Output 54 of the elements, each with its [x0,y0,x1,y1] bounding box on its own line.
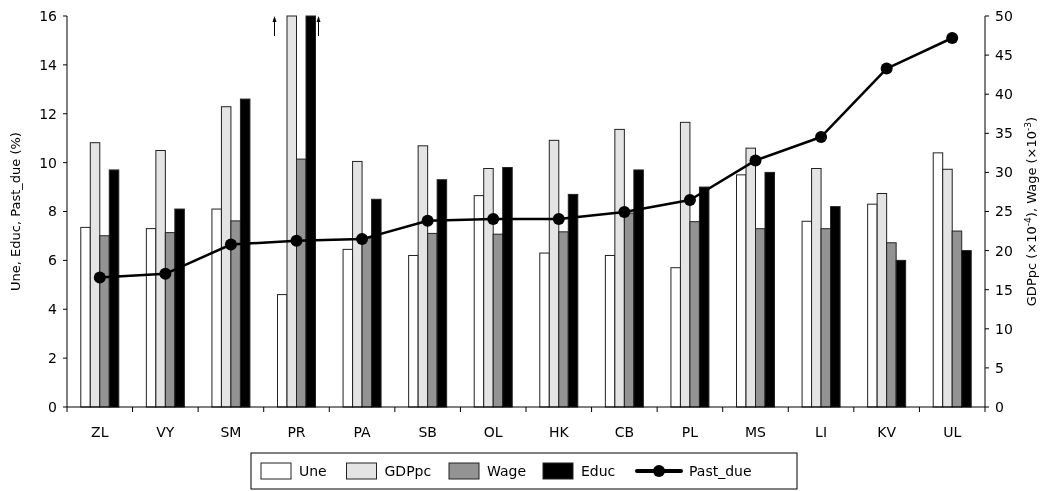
y-tick-label: 10 [39,154,57,171]
x-tick-label: VY [156,424,175,440]
y2-tick-label: 30 [995,164,1013,181]
point [552,213,565,226]
y2-tick-label: 0 [995,398,1004,415]
y2-tick-label: 25 [995,203,1013,220]
point [224,238,237,251]
point [93,271,106,284]
x-tick-label: PL [681,424,699,440]
y-tick-label: 2 [48,350,57,367]
point [946,31,959,44]
x-tick-label: SB [418,424,437,440]
x-tick-label: ZL [91,424,109,440]
x-tick-label: HK [548,424,570,440]
y2-tick-label: 45 [995,47,1013,63]
x-tick-label: PA [353,424,372,440]
y-tick-label: 8 [48,203,57,220]
y2-tick-label: 10 [995,320,1013,337]
x-tick-label: CB [614,424,635,440]
y-axis-title: Une, Educ, Past_due (%) [8,132,23,291]
y2-tick-label: 35 [995,125,1013,142]
point [815,130,828,143]
x-tick-label: KV [877,424,897,440]
point [421,214,434,227]
x-tick-label: PR [287,424,306,440]
y2-tick-label: 15 [995,281,1013,298]
y-tick-label: 6 [48,252,58,269]
y2-tick-label: 5 [995,359,1004,376]
y-tick-label: 0 [48,398,57,415]
point [683,194,696,207]
legend-label: GDPpc [384,462,432,479]
y2-tick-label: 50 [995,7,1013,24]
legend-label: Educ [581,462,616,479]
point [880,62,893,75]
x-tick-label: MS [745,424,767,440]
y-tick-label: 14 [39,56,58,73]
y2-tick-label: 20 [995,242,1013,259]
x-tick-label: LI [815,424,828,440]
point [356,233,369,246]
y-tick-label: 4 [48,301,58,318]
point [487,213,500,226]
legend-label: Wage [487,462,527,479]
x-tick-label: SM [220,424,242,440]
y-tick-label: 12 [39,105,57,122]
x-tick-label: UL [943,424,962,440]
legend-label: Past_due [689,462,752,479]
x-tick-label: OL [483,424,503,440]
legend-label: Une [299,462,327,479]
y2-tick-label: 40 [995,86,1013,103]
point [159,267,172,280]
point [749,154,762,167]
y-tick-label: 16 [39,7,58,24]
point [290,234,303,247]
point [618,205,631,218]
